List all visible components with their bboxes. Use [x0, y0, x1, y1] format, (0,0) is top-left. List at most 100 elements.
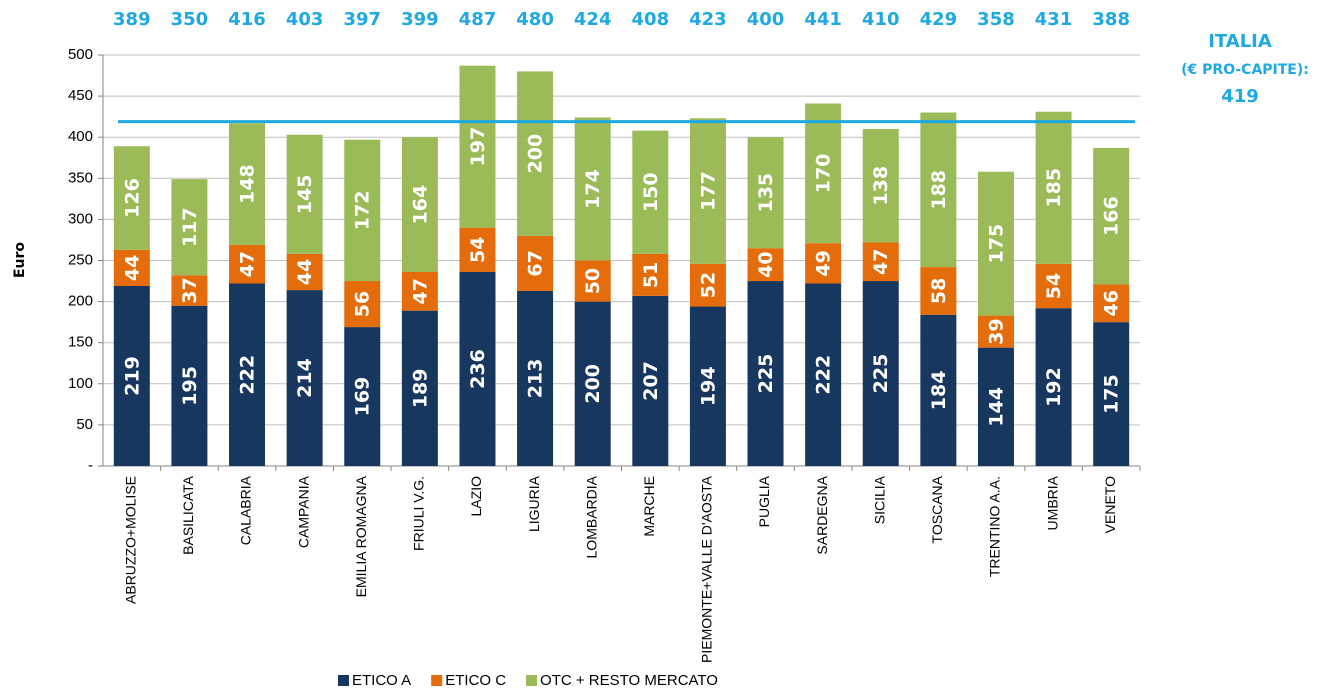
bar-segment [862, 281, 899, 466]
bar-segment [632, 295, 669, 466]
data-label: 51 [640, 262, 662, 288]
total-label: 480 [516, 9, 554, 30]
legend-swatch [526, 675, 538, 686]
bar-segment [171, 305, 208, 466]
data-label: 54 [467, 237, 489, 263]
x-tick-label: EMILIA ROMAGNA [353, 475, 369, 597]
y-tick-label: 150 [68, 334, 93, 351]
data-label: 52 [697, 272, 719, 298]
data-label: 135 [755, 173, 777, 213]
bar-segment [689, 306, 726, 466]
data-label: 150 [640, 172, 662, 212]
x-tick-label: TRENTINO A.A. [987, 476, 1003, 577]
data-label: 145 [294, 174, 316, 214]
data-label: 194 [697, 366, 719, 406]
bar-segment [1093, 147, 1130, 285]
data-label: 50 [582, 268, 604, 294]
bar-segment [459, 272, 496, 466]
bar-segment [977, 347, 1014, 466]
bar-segment [862, 128, 899, 243]
x-tick-label: UMBRIA [1044, 475, 1060, 530]
bar-segment [1093, 322, 1130, 466]
data-label: 58 [928, 278, 950, 304]
bar-segment [805, 283, 842, 466]
total-label: 403 [286, 9, 324, 30]
bar-segment [286, 290, 323, 466]
bar-segment [747, 137, 784, 249]
x-tick-label: LAZIO [468, 476, 484, 517]
bar-segment [689, 263, 726, 307]
data-label: 44 [294, 259, 316, 285]
data-label: 200 [582, 364, 604, 404]
data-label: 46 [1101, 290, 1123, 316]
bar-segment [229, 283, 266, 466]
y-tick-label: 300 [68, 210, 93, 227]
data-label: 172 [352, 191, 374, 231]
legend-label: ETICO C [445, 672, 506, 689]
data-label: 144 [985, 387, 1007, 427]
bar-segment [747, 281, 784, 466]
x-tick-label: TOSCANA [929, 475, 945, 543]
bar-segment [920, 112, 957, 268]
x-tick-label: BASILICATA [180, 475, 196, 555]
legend-label: OTC + RESTO MERCATO [540, 672, 718, 689]
total-label: 358 [977, 9, 1015, 30]
data-label: 207 [640, 361, 662, 401]
legend-swatch [431, 675, 443, 686]
total-label: 423 [689, 9, 727, 30]
bar-segment [920, 267, 957, 315]
legend-label: ETICO A [352, 672, 411, 689]
data-label: 117 [179, 207, 201, 247]
data-label: 197 [467, 127, 489, 167]
reference-value: 419 [1221, 86, 1259, 107]
data-label: 169 [352, 377, 374, 417]
data-label: 44 [121, 255, 143, 281]
bar-segment [459, 227, 496, 273]
y-tick-label: 500 [68, 46, 93, 63]
data-label: 174 [582, 169, 604, 209]
x-tick-label: LOMBARDIA [583, 475, 599, 558]
total-label: 350 [171, 9, 209, 30]
x-tick-label: VENETO [1102, 476, 1118, 533]
data-label: 126 [121, 178, 143, 218]
total-label: 487 [459, 9, 497, 30]
bar-segment [344, 281, 381, 328]
bar-segment [1035, 111, 1072, 264]
bar-segment [1093, 284, 1130, 323]
data-label: 195 [179, 366, 201, 406]
x-tick-label: LIGURIA [526, 475, 542, 532]
bar-segment [805, 243, 842, 284]
bar-segment [977, 171, 1014, 316]
bar-segment [229, 123, 266, 245]
total-label: 408 [632, 9, 670, 30]
data-label: 184 [928, 371, 950, 411]
x-tick-label: ABRUZZO+MOLISE [123, 476, 139, 604]
total-label: 429 [920, 9, 958, 30]
bar-segment [113, 249, 150, 286]
reference-label: ITALIA [1208, 31, 1272, 52]
bar-segment [517, 71, 554, 236]
bar-segment [574, 301, 611, 466]
total-label: 431 [1035, 9, 1073, 30]
x-tick-label: PUGLIA [756, 475, 772, 527]
bar-segment [920, 314, 957, 466]
data-label: 236 [467, 349, 489, 389]
bar-segment [113, 146, 150, 250]
data-label: 37 [179, 277, 201, 303]
bar-segment [517, 290, 554, 466]
bar-segment [977, 315, 1014, 348]
data-label: 200 [525, 134, 547, 174]
data-label: 225 [870, 354, 892, 394]
bar-segment [574, 117, 611, 261]
data-label: 47 [870, 249, 892, 275]
x-tick-label: CAMPANIA [295, 475, 311, 548]
bar-segment [113, 285, 150, 466]
x-tick-label: FRIULI V.G. [411, 476, 427, 551]
total-label: 410 [862, 9, 900, 30]
x-tick-label: PIEMONTE+VALLE D'AOSTA [699, 475, 715, 663]
y-tick-label: 450 [68, 87, 93, 104]
data-label: 213 [525, 359, 547, 399]
bar-segment [171, 179, 208, 276]
bar-segment [401, 310, 438, 466]
total-label: 389 [113, 9, 151, 30]
